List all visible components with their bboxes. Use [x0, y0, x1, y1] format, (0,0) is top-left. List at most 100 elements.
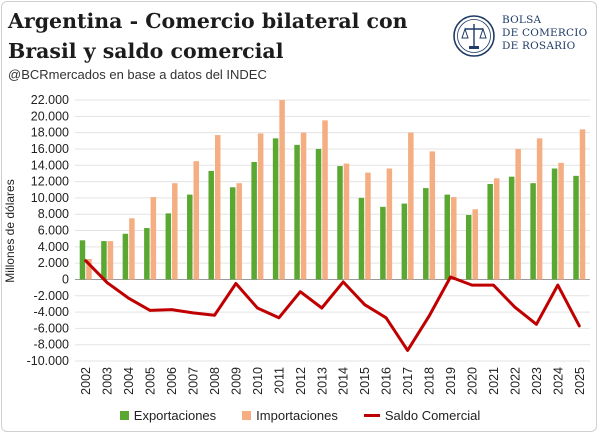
bar-exportaciones [380, 206, 386, 280]
y-tick-label: 2.000 [38, 256, 69, 270]
x-tick-label: 2025 [573, 367, 587, 395]
x-tick-label: 2009 [229, 367, 243, 395]
legend-swatch-importaciones [242, 410, 252, 420]
bar-exportaciones [573, 175, 579, 280]
x-tick-label: 2006 [165, 367, 179, 395]
x-tick-label: 2005 [144, 367, 158, 395]
bar-exportaciones [337, 166, 343, 280]
bar-importaciones [343, 163, 350, 280]
bars-layer [79, 100, 586, 280]
bar-exportaciones [101, 241, 107, 280]
bar-importaciones [129, 218, 135, 280]
bar-exportaciones [251, 161, 257, 280]
y-tick-label: 16.000 [31, 142, 69, 156]
bar-exportaciones [551, 168, 558, 280]
x-tick-label: 2023 [530, 367, 544, 395]
bar-exportaciones [315, 148, 322, 280]
x-tick-label: 2015 [358, 367, 372, 395]
bar-exportaciones [272, 138, 279, 280]
y-tick-label: 22.000 [31, 93, 69, 107]
y-tick-label: -6.000 [34, 321, 69, 335]
bcr-seal-icon [453, 15, 495, 57]
y-tick-label: -2.000 [34, 289, 69, 303]
x-tick-label: 2018 [423, 367, 437, 395]
x-tick-label: 2017 [401, 367, 415, 395]
bar-exportaciones [187, 194, 193, 280]
bar-importaciones [193, 161, 200, 280]
y-tick-label: 10.000 [31, 191, 69, 205]
legend-label-saldo: Saldo Comercial [384, 407, 481, 423]
bar-exportaciones [208, 170, 214, 280]
x-tick-label: 2004 [122, 367, 136, 395]
bar-importaciones [300, 132, 307, 280]
bar-importaciones [86, 259, 92, 280]
y-tick-label: -8.000 [34, 338, 69, 352]
logo-line-3: DE ROSARIO [502, 40, 576, 52]
x-tick-label: 2021 [487, 367, 501, 395]
y-tick-label: 12.000 [31, 175, 69, 189]
legend-item-saldo: Saldo Comercial [363, 407, 481, 423]
x-tick-label: 2007 [187, 367, 201, 395]
bar-importaciones [493, 178, 500, 280]
chart-title: Argentina - Comercio bilateral con Brasi… [8, 9, 408, 63]
line-saldo-comercial [84, 259, 581, 352]
bar-exportaciones [487, 184, 493, 280]
bar-exportaciones [401, 203, 408, 280]
legend: Exportaciones Importaciones Saldo Comerc… [0, 405, 600, 425]
x-tick-label: 2014 [337, 367, 351, 395]
bar-importaciones [451, 197, 457, 280]
y-tick-label: 18.000 [31, 126, 69, 140]
y-tick-label: 4.000 [38, 240, 69, 254]
x-tick-label: 2012 [294, 367, 308, 395]
bar-exportaciones [229, 187, 236, 280]
bar-importaciones [408, 132, 414, 280]
axis-layer: 22.000 20.000 18.000 16.000 14.000 12.000 10.0… [27, 93, 587, 395]
y-tick-label: 0 [62, 272, 69, 286]
x-tick-label: 2011 [272, 367, 286, 394]
bar-importaciones [257, 133, 264, 280]
x-tick-label: 2024 [551, 367, 565, 395]
x-tick-label: 2013 [315, 367, 329, 395]
x-tick-label: 2010 [251, 367, 265, 395]
x-tick-label: 2022 [508, 367, 522, 395]
bar-importaciones [536, 138, 543, 280]
bcr-logo: BOLSA DE COMERCIO DE ROSARIO [452, 12, 592, 60]
bar-importaciones [150, 197, 157, 280]
bar-importaciones [365, 172, 371, 280]
bar-exportaciones [358, 197, 365, 280]
bar-exportaciones [144, 228, 150, 280]
y-axis-label: Millones de dólares [3, 179, 17, 282]
chart-subtitle: @BCRmercados en base a datos del INDEC [8, 67, 267, 82]
y-tick-label: 6.000 [38, 224, 69, 238]
x-tick-label: 2008 [208, 367, 222, 395]
y-tick-label: 8.000 [38, 207, 69, 221]
x-tick-label: 2016 [380, 367, 394, 395]
y-tick-label: -4.000 [34, 305, 69, 319]
bar-exportaciones [165, 213, 172, 280]
x-tick-label: 2002 [79, 367, 93, 395]
logo-line-1: BOLSA [502, 14, 542, 26]
logo-line-2: DE COMERCIO [502, 27, 588, 39]
y-tick-label: 20.000 [31, 109, 69, 123]
legend-item-importaciones: Importaciones [242, 408, 338, 423]
bar-exportaciones [530, 183, 536, 280]
bar-exportaciones [423, 188, 429, 280]
bar-exportaciones [444, 194, 451, 280]
bar-importaciones [214, 135, 221, 280]
legend-swatch-exportaciones [119, 410, 129, 420]
legend-label-importaciones: Importaciones [256, 407, 338, 423]
bar-exportaciones [79, 240, 86, 280]
bar-importaciones [579, 129, 586, 280]
bar-exportaciones [122, 233, 129, 280]
bar-exportaciones [294, 144, 300, 280]
bar-importaciones [107, 241, 114, 280]
legend-swatch-saldo [363, 413, 380, 417]
legend-label-exportaciones: Exportaciones [133, 407, 217, 423]
bar-importaciones [515, 148, 521, 280]
bar-exportaciones [508, 176, 515, 280]
bar-importaciones [322, 120, 328, 280]
bar-importaciones [236, 183, 242, 280]
bar-importaciones [172, 183, 178, 280]
bar-importaciones [279, 100, 285, 280]
